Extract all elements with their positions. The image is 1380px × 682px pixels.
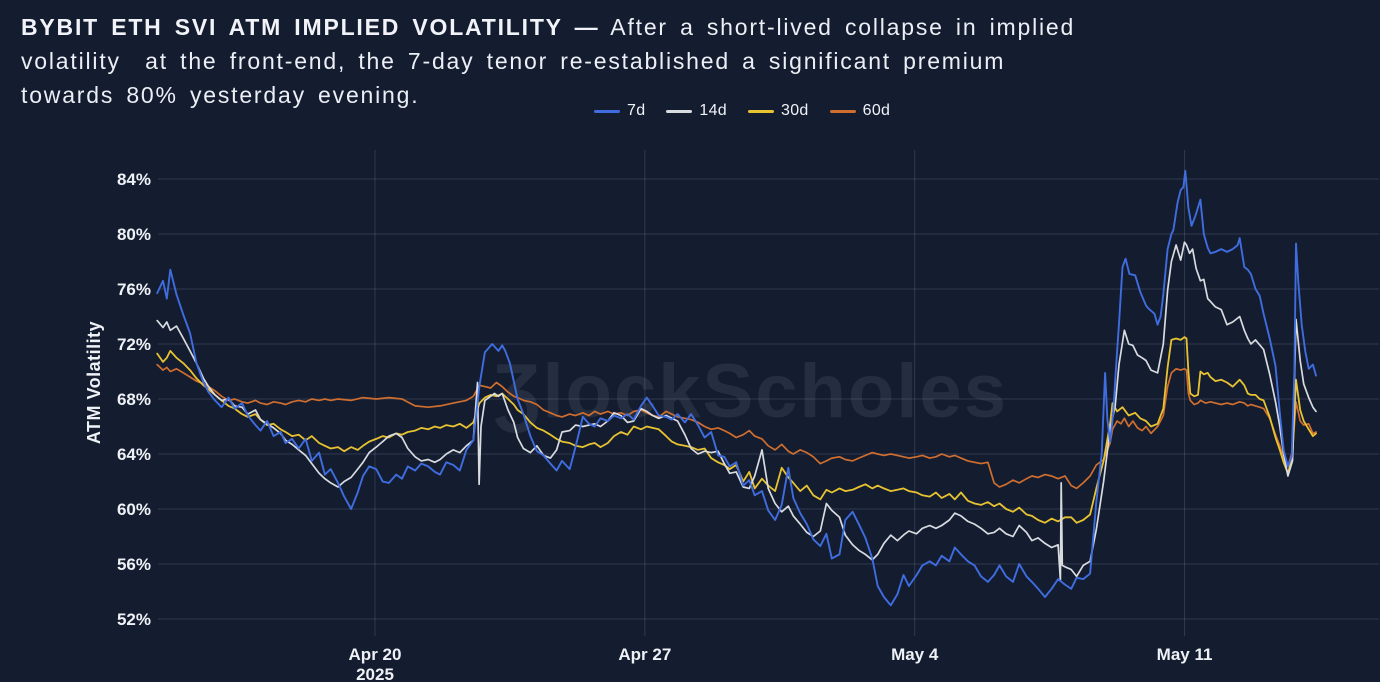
legend-item-60d[interactable]: 60d [829,102,891,120]
headline-line-2: volatility at the front-end, the 7-day t… [21,48,1006,74]
series-line-30d[interactable] [156,336,1317,524]
series-line-14d[interactable] [156,241,1317,582]
y-tick-64%: 64% [117,445,151,464]
series-line-60d[interactable] [156,363,1317,490]
y-tick-80%: 80% [117,225,151,244]
series-lines [156,169,1317,607]
y-tick-52%: 52% [117,610,151,629]
y-tick-labels: 84% 80% 76% 72% 68% 64% 60% 56% 52% [117,170,151,629]
legend-swatch-7d [594,109,620,113]
legend-swatch-14d [666,109,693,113]
legend-label-7d: 7d [627,102,646,119]
x-tick-May 4: May 4 [891,645,939,664]
legend-swatch-60d [829,109,856,113]
y-tick-68%: 68% [117,390,151,409]
y-tick-60%: 60% [117,500,151,519]
x-tick-year: 2025 [356,665,394,682]
blockscholes-logo-icon: Ʒ [494,349,543,434]
blockscholes-watermark-text: lockScholes [542,349,1008,434]
y-tick-84%: 84% [117,170,151,189]
headline-line-1: BYBIT ETH SVI ATM IMPLIED VOLATILITY — A… [21,10,1373,44]
chart-headline: BYBIT ETH SVI ATM IMPLIED VOLATILITY — A… [21,10,1373,112]
headline-rest: After a short-lived collapse in implied [599,14,1076,40]
legend: 7d 14d 30d 60d [594,102,890,120]
y-tick-76%: 76% [117,280,151,299]
y-tick-72%: 72% [117,335,151,354]
legend-item-7d[interactable]: 7d [594,102,645,120]
legend-label-30d: 30d [781,102,809,119]
series-line-7d[interactable] [156,169,1317,607]
vertical-gridlines [374,150,1186,636]
blockscholes-watermark: ƷlockScholes [494,348,1008,435]
legend-item-14d[interactable]: 14d [666,102,727,120]
x-tick-Apr 27: Apr 27 [618,645,671,664]
x-tick-Apr 20: Apr 20 [349,645,402,664]
headline-ticker: BYBIT ETH SVI ATM IMPLIED VOLATILITY — [21,14,600,40]
legend-item-30d[interactable]: 30d [748,102,809,120]
y-tick-56%: 56% [117,555,151,574]
x-tick-May 11: May 11 [1157,645,1213,664]
legend-label-60d: 60d [862,102,891,119]
legend-label-14d: 14d [699,102,728,119]
headline-line-3: towards 80% yesterday evening. [21,82,420,108]
legend-swatch-30d [748,109,775,113]
